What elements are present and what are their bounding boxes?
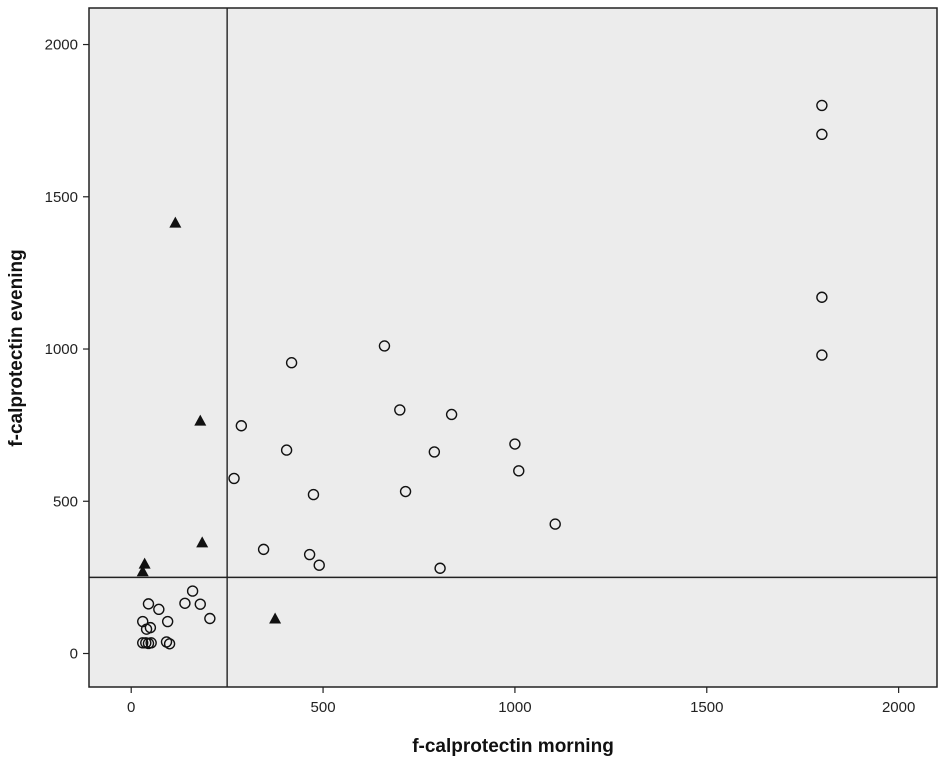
y-tick-label: 0 xyxy=(70,646,78,663)
y-tick-label: 500 xyxy=(53,493,78,510)
circle-point xyxy=(228,472,240,485)
circle-point xyxy=(235,420,248,432)
circle-point xyxy=(145,637,157,649)
circle-point xyxy=(137,637,149,649)
x-axis-title: f-calprotectin morning xyxy=(412,736,614,757)
circle-point xyxy=(163,638,176,650)
x-tick-label: 500 xyxy=(311,699,336,716)
circle-point xyxy=(303,548,316,561)
triangle-point xyxy=(136,565,149,577)
circle-point xyxy=(142,598,155,610)
circle-point xyxy=(194,598,206,610)
triangle-point xyxy=(138,557,151,569)
y-tick-label: 1500 xyxy=(45,189,78,206)
circle-point xyxy=(816,128,828,141)
circle-point xyxy=(816,349,828,361)
circle-point xyxy=(179,597,191,609)
circle-point xyxy=(186,585,199,597)
circle-point xyxy=(509,438,521,450)
circle-point xyxy=(204,612,216,625)
x-tick-label: 1500 xyxy=(690,699,723,716)
triangle-point xyxy=(269,612,282,624)
circle-point xyxy=(399,485,412,498)
circle-point xyxy=(140,623,153,635)
circle-point xyxy=(280,444,293,456)
circle-point xyxy=(513,465,525,477)
circle-point xyxy=(161,615,174,628)
circle-point xyxy=(313,559,325,571)
x-tick-label: 0 xyxy=(127,699,135,716)
circle-point xyxy=(816,291,828,303)
triangle-point xyxy=(196,536,209,548)
circle-point xyxy=(394,404,406,416)
triangle-point xyxy=(194,414,207,426)
circle-point xyxy=(428,446,441,458)
circle-point xyxy=(816,99,828,112)
circle-point xyxy=(257,543,270,556)
x-tick-label: 2000 xyxy=(882,699,915,716)
circle-point xyxy=(549,518,561,530)
circle-point xyxy=(445,408,458,421)
x-tick-label: 1000 xyxy=(498,699,531,716)
circle-point xyxy=(378,340,391,352)
y-tick-label: 1000 xyxy=(45,341,78,358)
triangle-point xyxy=(169,216,182,228)
y-axis-title: f-calprotectin evening xyxy=(6,249,27,446)
plot-area xyxy=(88,7,938,688)
circle-point xyxy=(434,562,446,574)
circle-point xyxy=(285,357,298,369)
y-tick-label: 2000 xyxy=(45,37,78,54)
circle-point xyxy=(307,488,320,501)
circle-point xyxy=(153,603,165,616)
